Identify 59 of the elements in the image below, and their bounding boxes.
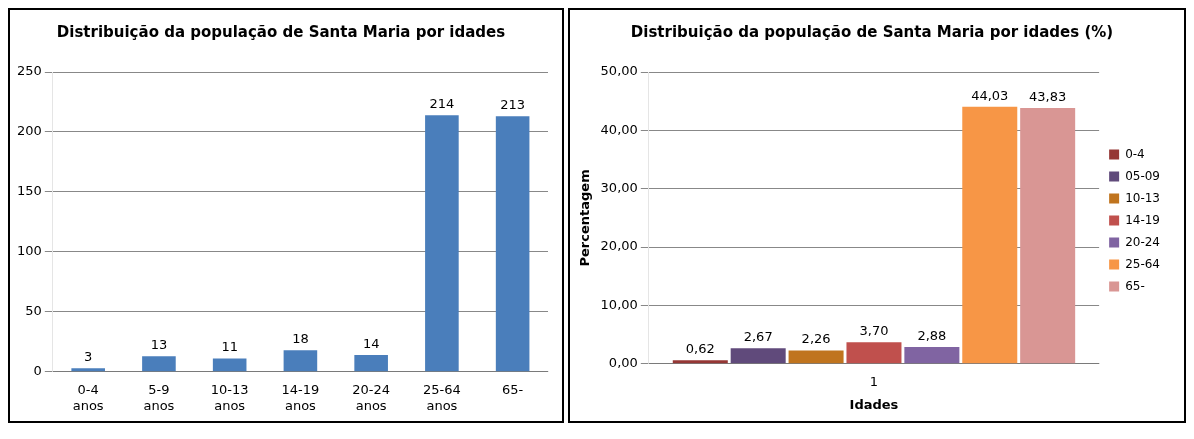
- y-tick-label: 200: [16, 123, 42, 139]
- y-axis-title: Percentagem: [577, 169, 593, 267]
- bar: [142, 356, 176, 372]
- x-tick-label: 14-19 anos: [281, 381, 320, 413]
- data-label: 213: [500, 97, 526, 113]
- y-tick-label: 50: [25, 303, 42, 319]
- legend-label: 0-4: [1125, 146, 1145, 161]
- data-label: 11: [221, 339, 238, 355]
- data-label: 43,83: [1029, 88, 1067, 104]
- y-tick-label: 50,00: [600, 63, 638, 79]
- y-tick-label: 10,00: [600, 296, 638, 312]
- x-tick-label: 25-64 anos: [423, 381, 461, 413]
- data-label: 3,70: [859, 323, 889, 339]
- data-label: 2,26: [801, 331, 831, 347]
- legend-label: 25-64: [1125, 256, 1161, 271]
- y-tick-label: 0,00: [608, 355, 638, 371]
- x-tick-label: 5-9 anos: [143, 381, 175, 413]
- data-label: 2,88: [917, 327, 947, 343]
- bar: [71, 368, 105, 372]
- data-label: 3: [84, 349, 93, 365]
- bar: [788, 350, 844, 364]
- bar: [1020, 108, 1076, 364]
- legend-label: 10-13: [1125, 190, 1161, 205]
- legend-label: 65-: [1125, 278, 1145, 293]
- bar: [354, 355, 388, 372]
- data-label: 18: [292, 331, 309, 347]
- x-axis-title: Idades: [849, 396, 899, 412]
- y-tick-label: 100: [16, 243, 42, 259]
- data-label: 13: [150, 337, 168, 353]
- x-tick-label: 65-: [502, 381, 524, 397]
- data-label: 0,62: [685, 341, 715, 357]
- y-tick-label: 40,00: [600, 121, 638, 137]
- y-tick-label: 150: [16, 183, 42, 199]
- chart-title: Distribuição da população de Santa Maria por idades: [56, 22, 506, 41]
- y-tick-label: 30,00: [600, 180, 638, 196]
- bar: [846, 342, 902, 364]
- chart-title: Distribuição da população de Santa Maria por idades (%): [630, 22, 1114, 41]
- data-label: 2,67: [743, 329, 773, 345]
- data-label: 14: [362, 335, 380, 351]
- x-tick-label: 10-13 anos: [210, 381, 249, 413]
- bar: [212, 358, 247, 372]
- legend-label: 20-24: [1125, 234, 1161, 249]
- bar: [730, 348, 786, 364]
- y-tick-label: 20,00: [600, 238, 638, 254]
- bar: [904, 346, 960, 364]
- legend-label: 14-19: [1125, 212, 1161, 227]
- data-label: 214: [429, 96, 455, 112]
- x-tick-label: 1: [869, 373, 879, 389]
- bar: [283, 350, 318, 372]
- bar: [495, 116, 530, 372]
- data-label: 44,03: [971, 87, 1009, 103]
- bar: [962, 106, 1018, 364]
- x-tick-label: 20-24 anos: [352, 381, 391, 413]
- x-tick-label: 0-4 anos: [72, 381, 104, 413]
- y-tick-label: 250: [16, 63, 42, 79]
- bar: [425, 115, 459, 372]
- bar: [672, 360, 728, 364]
- legend-label: 05-09: [1125, 168, 1161, 183]
- y-tick-label: 0: [33, 363, 42, 379]
